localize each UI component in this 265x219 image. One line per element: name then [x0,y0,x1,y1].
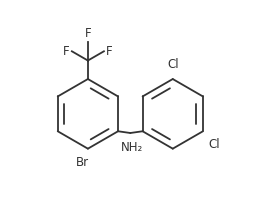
Text: F: F [106,45,113,58]
Text: F: F [63,45,70,58]
Text: F: F [85,27,91,40]
Text: Br: Br [76,156,89,169]
Text: NH₂: NH₂ [121,141,144,154]
Text: Cl: Cl [167,58,179,71]
Text: Cl: Cl [208,138,220,151]
